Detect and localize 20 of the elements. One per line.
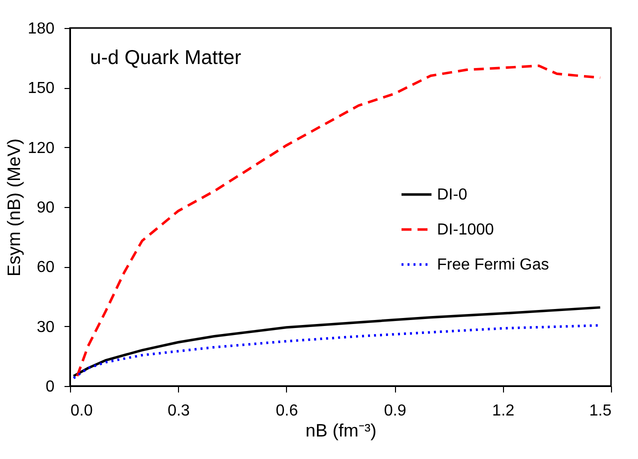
x-tick-label: 1.2 — [492, 402, 515, 420]
y-tick-label: 90 — [36, 200, 55, 216]
x-tick-label: 0.0 — [70, 402, 93, 420]
y-tick-label: 150 — [28, 80, 55, 98]
x-axis-title: nB (fm⁻³) — [306, 420, 376, 440]
y-tick-label: 30 — [36, 318, 55, 336]
y-tick-label: 0 — [46, 378, 55, 396]
y-tick-label: 60 — [36, 259, 55, 276]
y-tick-label: 120 — [28, 140, 55, 157]
legend-label: DI-1000 — [437, 222, 494, 238]
y-axis-title: Esym (nB) (MeV) — [4, 138, 24, 277]
annotation: u-d Quark Matter — [90, 47, 242, 69]
legend-label: Free Fermi Gas — [437, 256, 550, 274]
x-tick-label: 0.6 — [276, 402, 298, 420]
legend-label: DI-0 — [437, 186, 468, 204]
y-tick-label: 180 — [28, 20, 55, 38]
x-tick-label: 0.9 — [384, 402, 406, 420]
x-tick-label: 1.5 — [589, 402, 612, 420]
line-series — [72, 306, 602, 378]
x-tick-label: 0.3 — [168, 402, 190, 420]
